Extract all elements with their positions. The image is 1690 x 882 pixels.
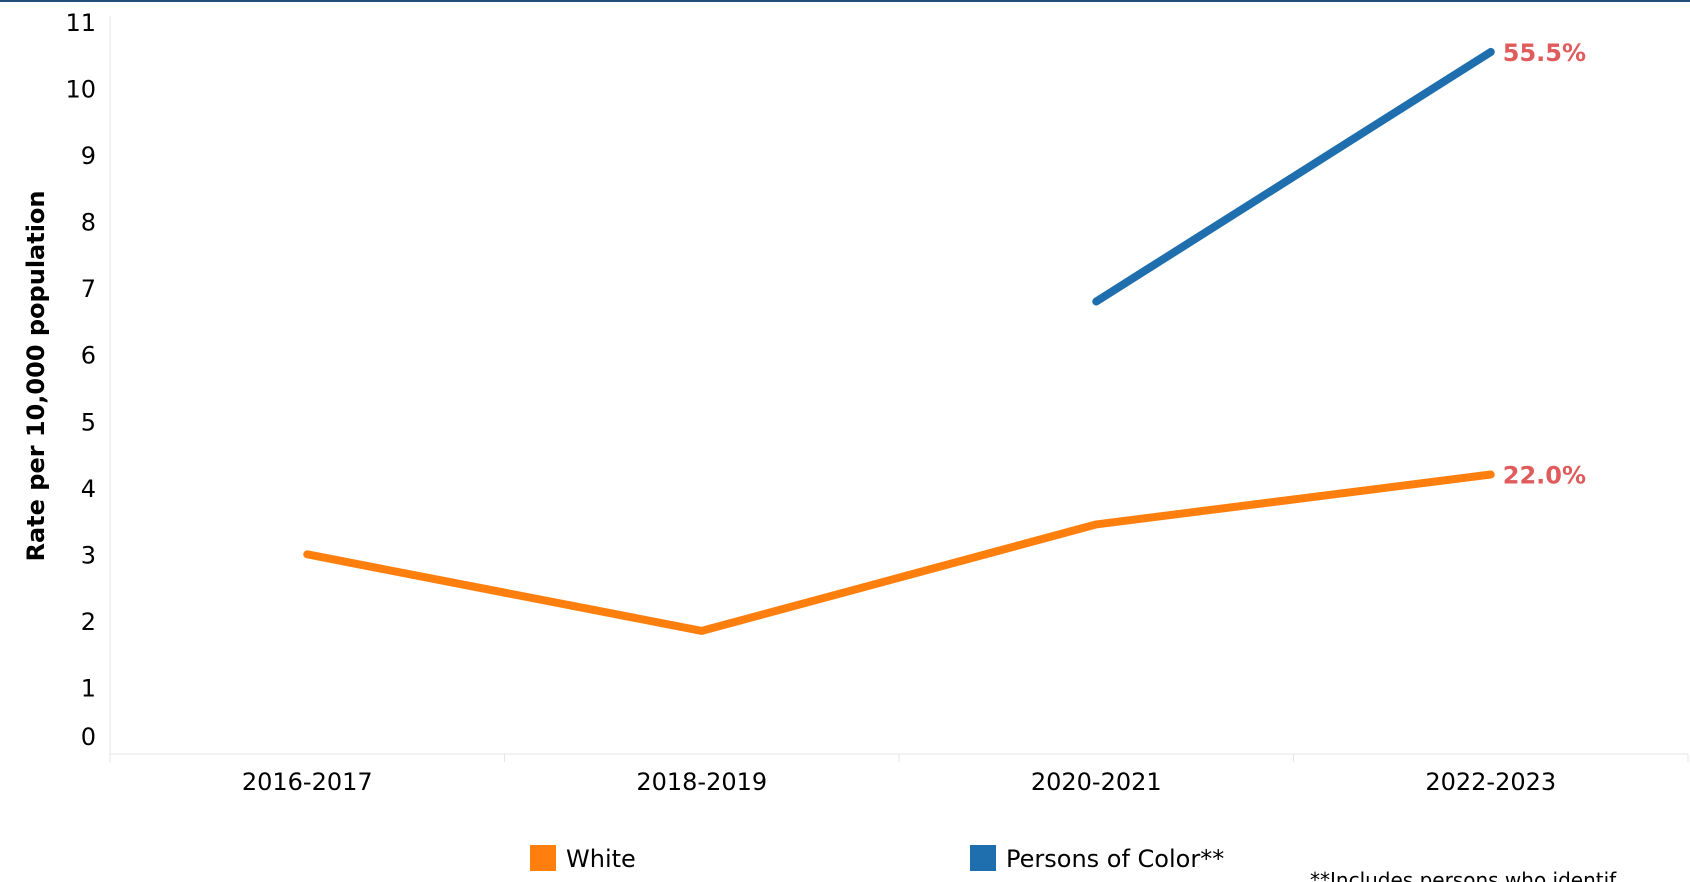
- y-tick-label: 2: [81, 608, 96, 636]
- y-tick-label: 5: [81, 408, 96, 436]
- y-tick-label: 4: [81, 475, 96, 503]
- y-tick-label: 7: [81, 275, 96, 303]
- y-tick-label: 3: [81, 541, 96, 569]
- series-line-persons-of-color: [1092, 47, 1495, 306]
- y-tick-label: 8: [81, 209, 96, 237]
- x-tick-label: 2018-2019: [636, 768, 767, 796]
- y-tick-label: 10: [65, 76, 96, 104]
- end-label-white: 22.0%: [1503, 462, 1586, 490]
- legend: White Persons of Color**: [530, 845, 1224, 873]
- y-axis: 0 1 2 3 4 5 6 7 8 9 10 11: [65, 9, 111, 754]
- x-tick-label: 2016-2017: [242, 768, 373, 796]
- y-tick-label: 6: [81, 342, 96, 370]
- series-layer: 22.0% 55.5%: [303, 39, 1586, 635]
- series-line-white: [303, 470, 1495, 635]
- end-label-persons-of-color: 55.5%: [1503, 39, 1586, 67]
- legend-label-white: White: [566, 845, 636, 873]
- legend-swatch-persons-of-color: [970, 845, 996, 871]
- y-tick-label: 9: [81, 142, 96, 170]
- y-axis-title: Rate per 10,000 population: [22, 190, 50, 561]
- footnote: **Includes persons who identif: [1310, 868, 1617, 882]
- legend-label-persons-of-color: Persons of Color**: [1006, 845, 1224, 873]
- y-tick-label: 11: [65, 9, 96, 37]
- x-tick-label: 2022-2023: [1425, 768, 1556, 796]
- y-tick-label: 1: [81, 674, 96, 702]
- x-tick-label: 2020-2021: [1031, 768, 1162, 796]
- x-axis: 2016-2017 2018-2019 2020-2021 2022-2023: [109, 753, 1689, 796]
- legend-swatch-white: [530, 845, 556, 871]
- y-tick-label: 0: [81, 723, 96, 751]
